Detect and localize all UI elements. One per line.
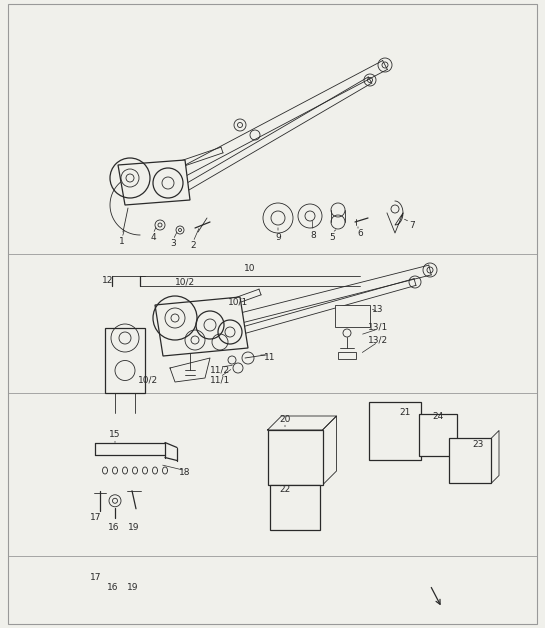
Bar [268,430,323,485]
Text: 11/2: 11/2 [210,365,230,374]
Bar [270,485,320,530]
Text: 1: 1 [119,237,125,247]
Text: 11: 11 [264,354,276,362]
Text: 16: 16 [108,523,120,533]
Text: 17: 17 [90,513,102,522]
Text: 20: 20 [280,415,290,424]
Polygon shape [118,160,190,205]
Text: 15: 15 [109,430,121,439]
Text: 10/2: 10/2 [175,278,195,287]
Text: 12: 12 [102,276,114,285]
Bar [449,438,491,483]
Text: 10/2: 10/2 [138,376,158,384]
Bar [338,352,356,359]
Text: 18: 18 [179,468,191,477]
Text: 21: 21 [399,408,411,417]
Text: 2: 2 [190,242,196,251]
Text: 19: 19 [127,583,139,592]
Bar [419,413,457,455]
Text: 24: 24 [432,412,444,421]
Text: 13/2: 13/2 [368,335,388,345]
Text: 10: 10 [244,264,256,273]
Text: 16: 16 [107,583,119,592]
Bar [369,401,421,460]
Text: 17: 17 [90,573,102,582]
Text: 9: 9 [275,232,281,242]
Text: 10/1: 10/1 [228,298,248,307]
Text: 5: 5 [329,232,335,242]
Text: 22: 22 [280,485,290,494]
Bar [335,305,370,327]
Text: 3: 3 [170,239,176,247]
Text: 19: 19 [128,523,140,533]
Text: 6: 6 [357,229,363,239]
Text: 8: 8 [310,230,316,239]
Polygon shape [155,297,248,356]
Bar [105,328,145,393]
Text: 13/1: 13/1 [368,323,388,332]
Text: 11/1: 11/1 [210,376,230,384]
Text: 7: 7 [409,220,415,229]
Text: 13: 13 [372,305,384,315]
Text: 4: 4 [150,234,156,242]
Text: 23: 23 [473,440,484,449]
